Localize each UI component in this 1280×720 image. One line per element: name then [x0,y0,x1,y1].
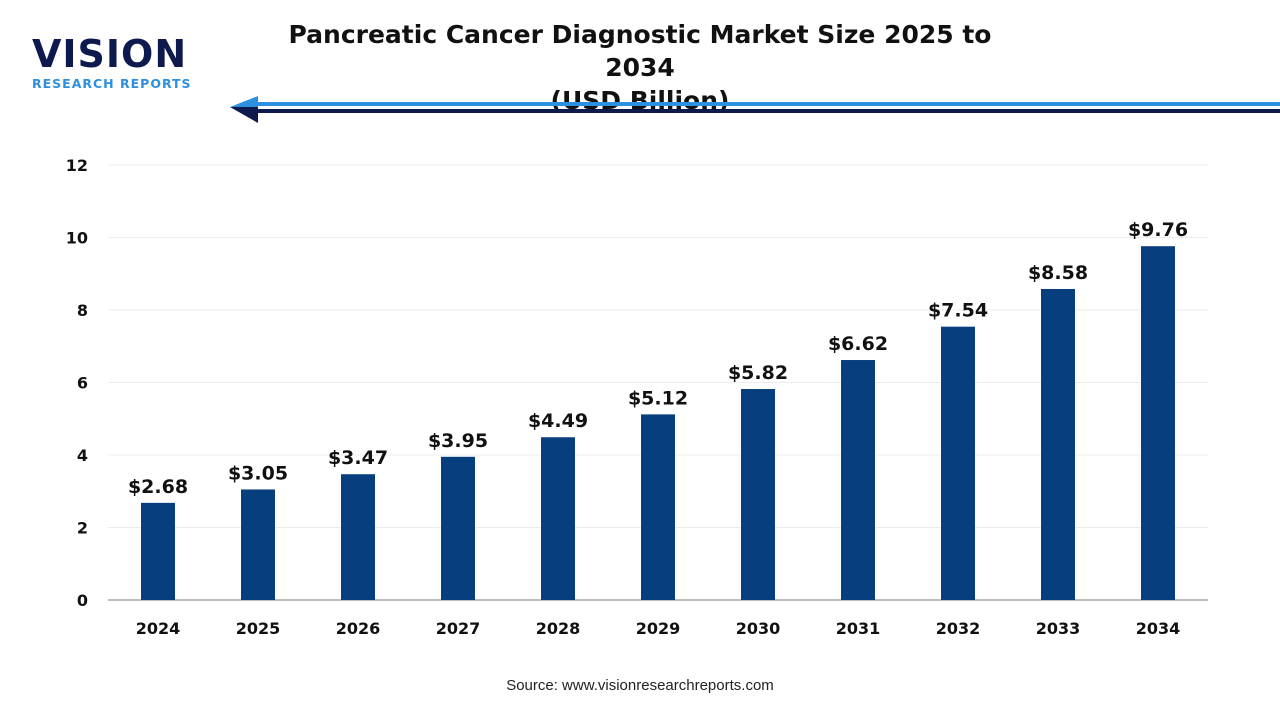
data-label: $4.49 [528,410,588,432]
x-tick-label: 2029 [636,619,681,638]
bar [741,389,775,600]
logo: VISION RESEARCH REPORTS [32,34,192,91]
bar [441,456,475,600]
x-tick-label: 2032 [936,619,981,638]
data-label: $6.62 [828,333,888,355]
x-tick-label: 2028 [536,619,581,638]
y-tick-label: 12 [66,156,88,175]
bar [341,474,375,600]
x-tick-label: 2026 [336,619,381,638]
logo-text: VISION [32,32,188,76]
y-tick-label: 0 [77,591,88,610]
bar [841,360,875,600]
y-tick-label: 2 [77,519,88,538]
data-label: $2.68 [128,476,188,498]
x-tick-label: 2025 [236,619,281,638]
data-label: $8.58 [1028,262,1088,284]
bar [1041,288,1075,600]
y-tick-label: 8 [77,301,88,320]
bar [541,437,575,600]
data-label: $9.76 [1128,219,1188,241]
bar [141,502,175,600]
data-label: $7.54 [928,300,988,322]
x-tick-label: 2024 [136,619,181,638]
y-tick-label: 4 [77,446,88,465]
x-tick-label: 2034 [1136,619,1181,638]
data-label: $5.82 [728,362,788,384]
x-tick-label: 2027 [436,619,481,638]
bar [1141,246,1175,600]
title-line: Pancreatic Cancer Diagnostic Market Size… [288,20,992,82]
y-tick-label: 6 [77,374,88,393]
data-label: $3.05 [228,462,288,484]
data-label: $3.95 [428,430,488,452]
bar [941,326,975,600]
x-tick-label: 2033 [1036,619,1081,638]
x-tick-label: 2030 [736,619,781,638]
data-label: $3.47 [328,447,388,469]
logo-subtext: RESEARCH REPORTS [32,76,192,91]
x-tick-label: 2031 [836,619,881,638]
y-tick-label: 10 [66,229,88,248]
bar [641,414,675,600]
data-label: $5.12 [628,387,688,409]
bar [241,489,275,600]
header-arrow-icon [230,96,1280,123]
source-note: Source: www.visionresearchreports.com [506,677,774,694]
